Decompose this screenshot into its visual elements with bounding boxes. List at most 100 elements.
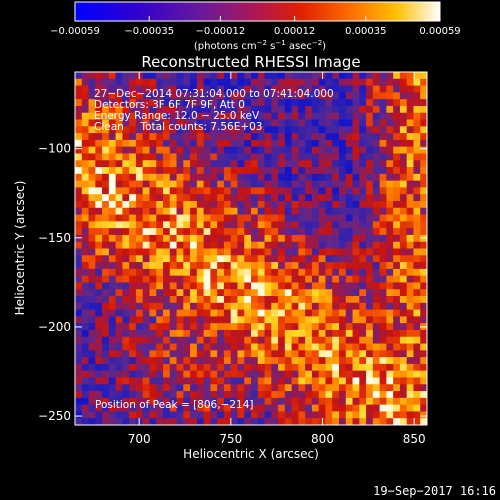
heatmap-cell: [257, 289, 265, 297]
heatmap-cell: [142, 302, 150, 310]
heatmap-cell: [420, 275, 427, 283]
heatmap-cell: [372, 194, 381, 202]
heatmap-cell: [88, 418, 96, 425]
heatmap-cell: [102, 228, 110, 236]
heatmap-cell: [352, 133, 360, 141]
heatmap-cell: [196, 357, 205, 365]
heatmap-cell: [271, 99, 279, 107]
heatmap-cell: [108, 323, 117, 331]
heatmap-cell: [264, 207, 272, 215]
heatmap-cell: [399, 214, 408, 222]
heatmap-cell: [305, 418, 313, 425]
heatmap-cell: [366, 329, 374, 338]
heatmap-cell: [169, 228, 177, 236]
heatmap-cell: [95, 146, 103, 154]
heatmap-cell: [142, 139, 150, 148]
heatmap-cell: [122, 316, 130, 324]
heatmap-cell: [406, 221, 414, 229]
heatmap-cell: [196, 139, 205, 148]
heatmap-cell: [149, 404, 157, 412]
heatmap-cell: [217, 139, 225, 148]
heatmap-cell: [149, 119, 157, 127]
heatmap-cell: [115, 302, 123, 310]
heatmap-cell: [163, 99, 171, 107]
heatmap-cell: [75, 126, 83, 134]
heatmap-cell: [345, 167, 353, 175]
heatmap-cell: [332, 173, 340, 182]
heatmap-cell: [183, 397, 191, 406]
heatmap-cell: [203, 316, 211, 324]
heatmap-cell: [406, 112, 414, 120]
heatmap-cell: [386, 180, 394, 188]
heatmap-cell: [115, 255, 123, 263]
heatmap-cell: [352, 248, 360, 256]
heatmap-cell: [122, 72, 130, 80]
heatmap-cell: [176, 296, 184, 304]
heatmap-cell: [264, 343, 272, 351]
heatmap-cell: [420, 207, 427, 215]
heatmap-cell: [318, 214, 326, 222]
heatmap-cell: [318, 160, 326, 168]
heatmap-cell: [223, 85, 232, 93]
heatmap-cell: [230, 370, 238, 378]
heatmap-cell: [163, 370, 171, 378]
heatmap-cell: [305, 302, 313, 310]
heatmap-cell: [399, 133, 408, 141]
heatmap-cell: [149, 194, 157, 202]
heatmap-cell: [257, 126, 265, 134]
heatmap-cell: [298, 153, 306, 161]
heatmap-cell: [190, 329, 198, 338]
heatmap-cell: [183, 363, 191, 372]
heatmap-cell: [163, 221, 171, 229]
heatmap-cell: [251, 234, 259, 243]
heatmap-cell: [81, 268, 89, 277]
heatmap-cell: [372, 343, 381, 351]
heatmap-cell: [352, 282, 360, 290]
heatmap-cell: [156, 262, 164, 270]
heatmap-cell: [406, 194, 414, 202]
heatmap-cell: [190, 78, 198, 86]
heatmap-cell: [81, 282, 89, 290]
heatmap-cell: [95, 323, 103, 331]
heatmap-cell: [399, 275, 408, 283]
heatmap-cell: [129, 105, 137, 114]
heatmap-cell: [183, 370, 191, 378]
heatmap-cell: [298, 167, 306, 175]
heatmap-cell: [163, 187, 171, 195]
heatmap-cell: [352, 309, 360, 317]
heatmap-cell: [284, 248, 293, 256]
heatmap-cell: [251, 139, 259, 148]
heatmap-cell: [284, 262, 293, 270]
heatmap-cell: [311, 370, 320, 378]
heatmap-cell: [284, 316, 293, 324]
heatmap-cell: [163, 397, 171, 406]
heatmap-cell: [135, 350, 144, 358]
heatmap-cell: [372, 384, 381, 392]
heatmap-cell: [156, 133, 164, 141]
heatmap-cell: [264, 262, 272, 270]
heatmap-cell: [156, 302, 164, 310]
heatmap-cell: [169, 173, 177, 182]
heatmap-cell: [129, 241, 137, 249]
heatmap-cell: [386, 296, 394, 304]
heatmap-cell: [420, 411, 427, 419]
heatmap-cell: [142, 357, 150, 365]
heatmap-cell: [251, 397, 259, 406]
heatmap-cell: [291, 357, 299, 365]
heatmap-cell: [339, 126, 347, 134]
heatmap-cell: [284, 187, 293, 195]
heatmap-cell: [379, 85, 387, 93]
heatmap-cell: [223, 370, 232, 378]
heatmap-cell: [122, 207, 130, 215]
heatmap-cell: [251, 167, 259, 175]
heatmap-cell: [129, 391, 137, 399]
heatmap-cell: [230, 363, 238, 372]
heatmap-cell: [291, 200, 299, 209]
heatmap-cell: [223, 268, 232, 277]
heatmap-cell: [406, 302, 414, 310]
heatmap-cell: [278, 221, 286, 229]
heatmap-cell: [223, 282, 232, 290]
heatmap-cell: [325, 268, 333, 277]
heatmap-cell: [169, 112, 177, 120]
heatmap-cell: [305, 268, 313, 277]
